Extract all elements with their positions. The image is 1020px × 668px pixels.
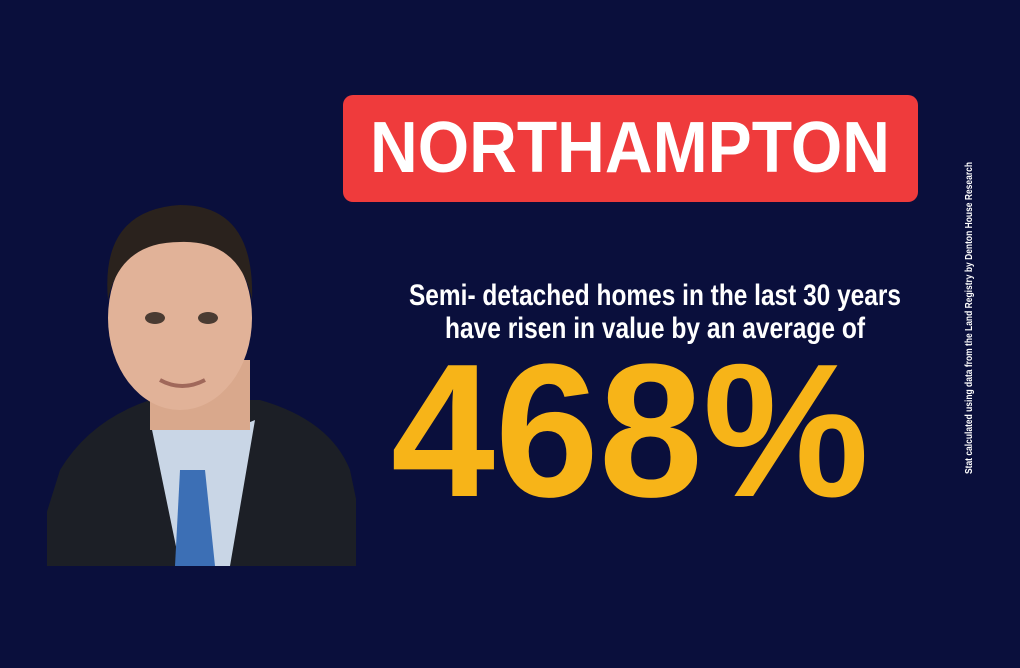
- footnote: Stat calculated using data from the Land…: [964, 162, 975, 474]
- stat: 468%: [391, 325, 869, 537]
- subtitle-line: Semi- detached homes in the last 30 year…: [409, 279, 901, 312]
- title-banner: [343, 95, 918, 202]
- subtitle-line: have risen in value by an average of: [445, 312, 866, 345]
- portrait: [47, 205, 356, 566]
- title: NORTHAMPTON: [370, 108, 890, 188]
